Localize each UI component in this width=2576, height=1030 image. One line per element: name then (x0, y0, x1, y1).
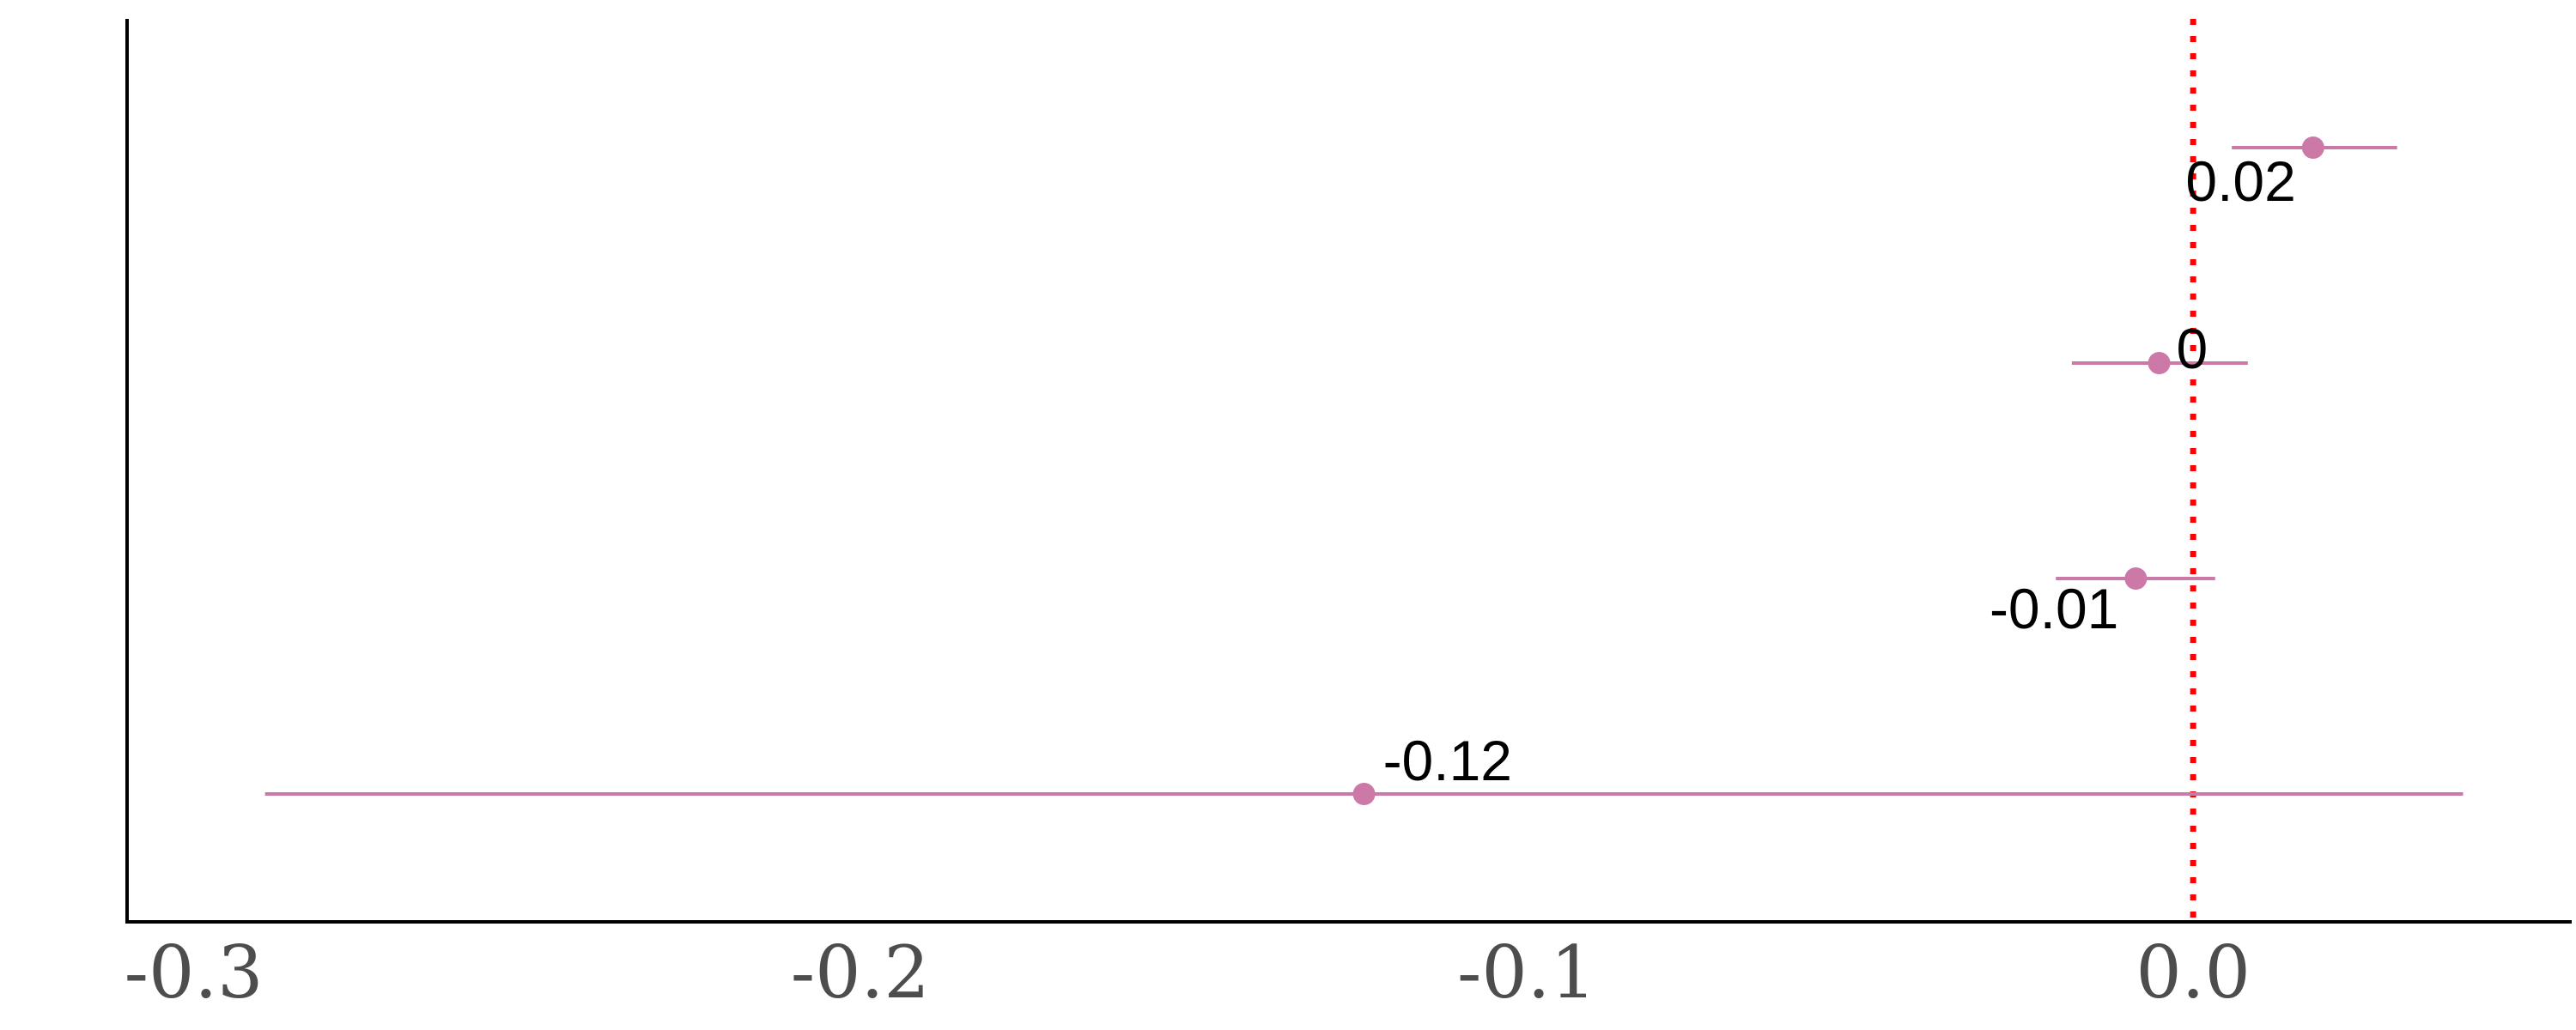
x-tick-label: -0.2 (791, 930, 930, 1015)
value-label: 0 (2177, 317, 2208, 380)
x-tick-label: -0.1 (1457, 930, 1596, 1015)
x-tick-label: 0.0 (2136, 930, 2251, 1015)
x-tick-label: -0.3 (125, 930, 264, 1015)
estimate-point (1352, 783, 1376, 805)
estimate-point (2124, 567, 2148, 590)
marks-layer (264, 136, 2464, 805)
value-label: 0.02 (2185, 149, 2295, 213)
axis-layer (125, 19, 2572, 924)
value-label: -0.12 (1383, 729, 1512, 792)
value-label: -0.01 (1990, 577, 2118, 640)
estimate-point (2301, 136, 2324, 159)
estimate-point (2148, 352, 2171, 374)
value-labels: 0.02 0 -0.01 -0.12 (1383, 149, 2296, 792)
x-tick-labels: -0.3 -0.2 -0.1 0.0 (125, 930, 2251, 1015)
